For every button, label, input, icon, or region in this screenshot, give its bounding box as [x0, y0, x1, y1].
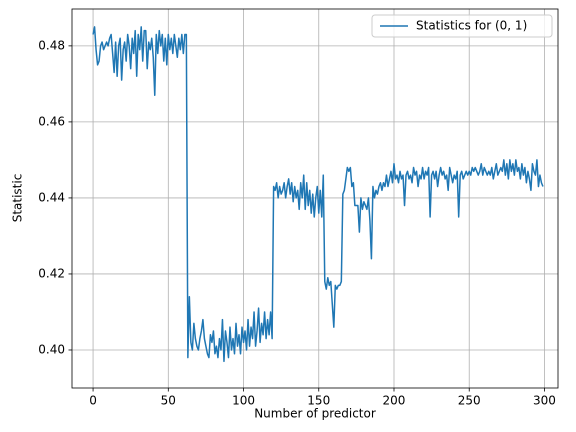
y-tick-label: 0.46 [38, 114, 65, 128]
x-tick-label: 150 [307, 394, 330, 408]
x-tick-label: 50 [161, 394, 176, 408]
y-axis-label: Statistic [11, 174, 25, 223]
line-series [92, 26, 544, 363]
y-tick-label: 0.44 [38, 190, 65, 204]
x-tick-label: 250 [458, 394, 481, 408]
x-tick-label: 0 [89, 394, 97, 408]
axes-frame [71, 8, 559, 389]
x-tick-label: 300 [533, 394, 556, 408]
legend-label: Statistics for (0, 1) [416, 19, 527, 33]
x-tick-label: 200 [383, 394, 406, 408]
y-tick-label: 0.42 [38, 266, 65, 280]
y-tick-label: 0.40 [38, 342, 65, 356]
x-tick-label: 100 [232, 394, 255, 408]
y-tick-label: 0.48 [38, 38, 65, 52]
legend-box [371, 14, 553, 38]
x-axis-label: Number of predictor [254, 407, 376, 421]
